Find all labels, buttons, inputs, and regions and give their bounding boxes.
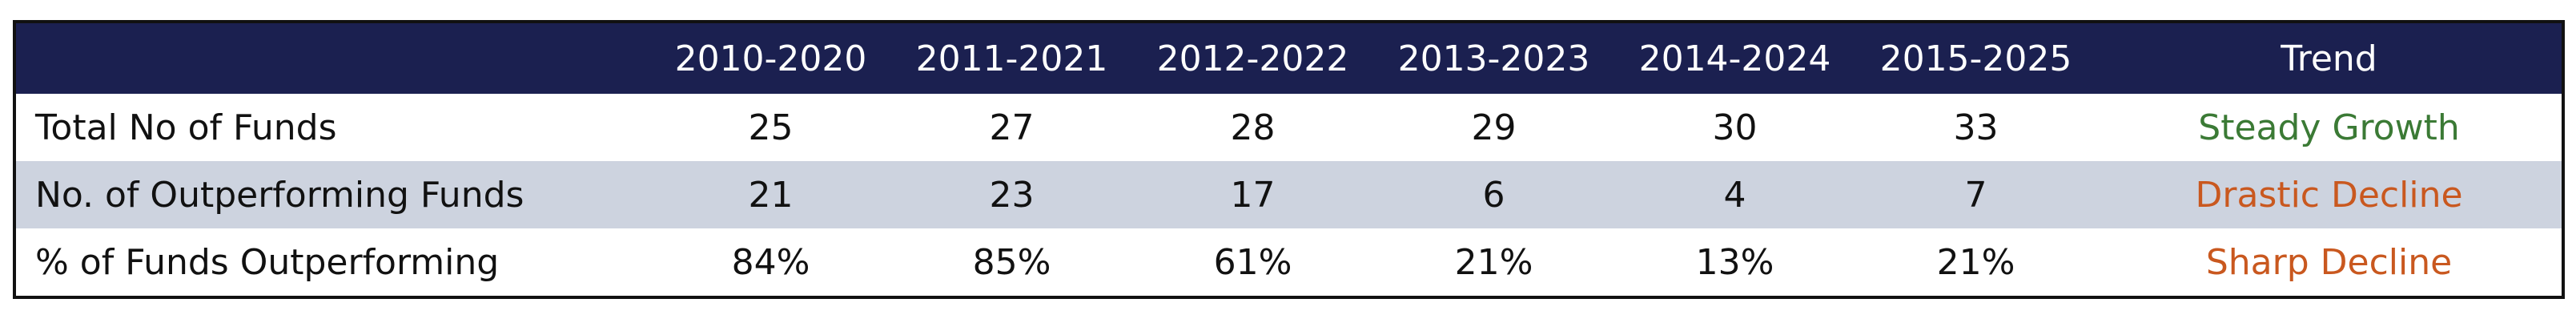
cell: 61% (1213, 241, 1292, 283)
cell: 25 (748, 107, 794, 148)
cell: 21 (748, 174, 794, 216)
header-cell: 2011-2021 (891, 22, 1132, 94)
table-body: Total No of Funds 25 27 28 29 30 33 Steady Grow… (14, 94, 2563, 297)
cell: 23 (989, 174, 1035, 216)
trend-cell: Sharp Decline (2205, 241, 2453, 283)
cell: 28 (1230, 107, 1276, 148)
cell: 27 (989, 107, 1035, 148)
trend-cell: Steady Growth (2198, 107, 2460, 148)
cell: 4 (1723, 174, 1746, 216)
row-label: % of Funds Outperforming (35, 241, 500, 283)
row-label: Total No of Funds (35, 107, 337, 148)
header-cell: 2010-2020 (650, 22, 891, 94)
cell: 85% (972, 241, 1051, 283)
header-cell: 2013-2023 (1373, 22, 1614, 94)
data-table: 2010-2020 2011-2021 2012-2022 2013-2023 2014… (13, 20, 2565, 299)
header-cell: 2014-2024 (1614, 22, 1855, 94)
header-cell (14, 22, 650, 94)
cell: 30 (1712, 107, 1758, 148)
table-row: No. of Outperforming Funds 21 23 17 6 4 7 Drast… (14, 161, 2563, 228)
header-cell: Trend (2096, 22, 2563, 94)
cell: 29 (1471, 107, 1517, 148)
cell: 33 (1953, 107, 1999, 148)
cell: 7 (1964, 174, 1987, 216)
trend-cell: Drastic Decline (2195, 174, 2463, 216)
header-cell: 2012-2022 (1132, 22, 1373, 94)
cell: 13% (1695, 241, 1774, 283)
cell: 84% (731, 241, 810, 283)
cell: 6 (1482, 174, 1505, 216)
header-row: 2010-2020 2011-2021 2012-2022 2013-2023 2014… (14, 22, 2563, 94)
header-cell: 2015-2025 (1855, 22, 2096, 94)
cell: 21% (1936, 241, 2015, 283)
table-row: % of Funds Outperforming 84% 85% 61% 21% 13% 2… (14, 228, 2563, 297)
row-label: No. of Outperforming Funds (35, 174, 524, 216)
cell: 17 (1230, 174, 1276, 216)
cell: 21% (1454, 241, 1533, 283)
table-row: Total No of Funds 25 27 28 29 30 33 Steady Grow… (14, 94, 2563, 161)
